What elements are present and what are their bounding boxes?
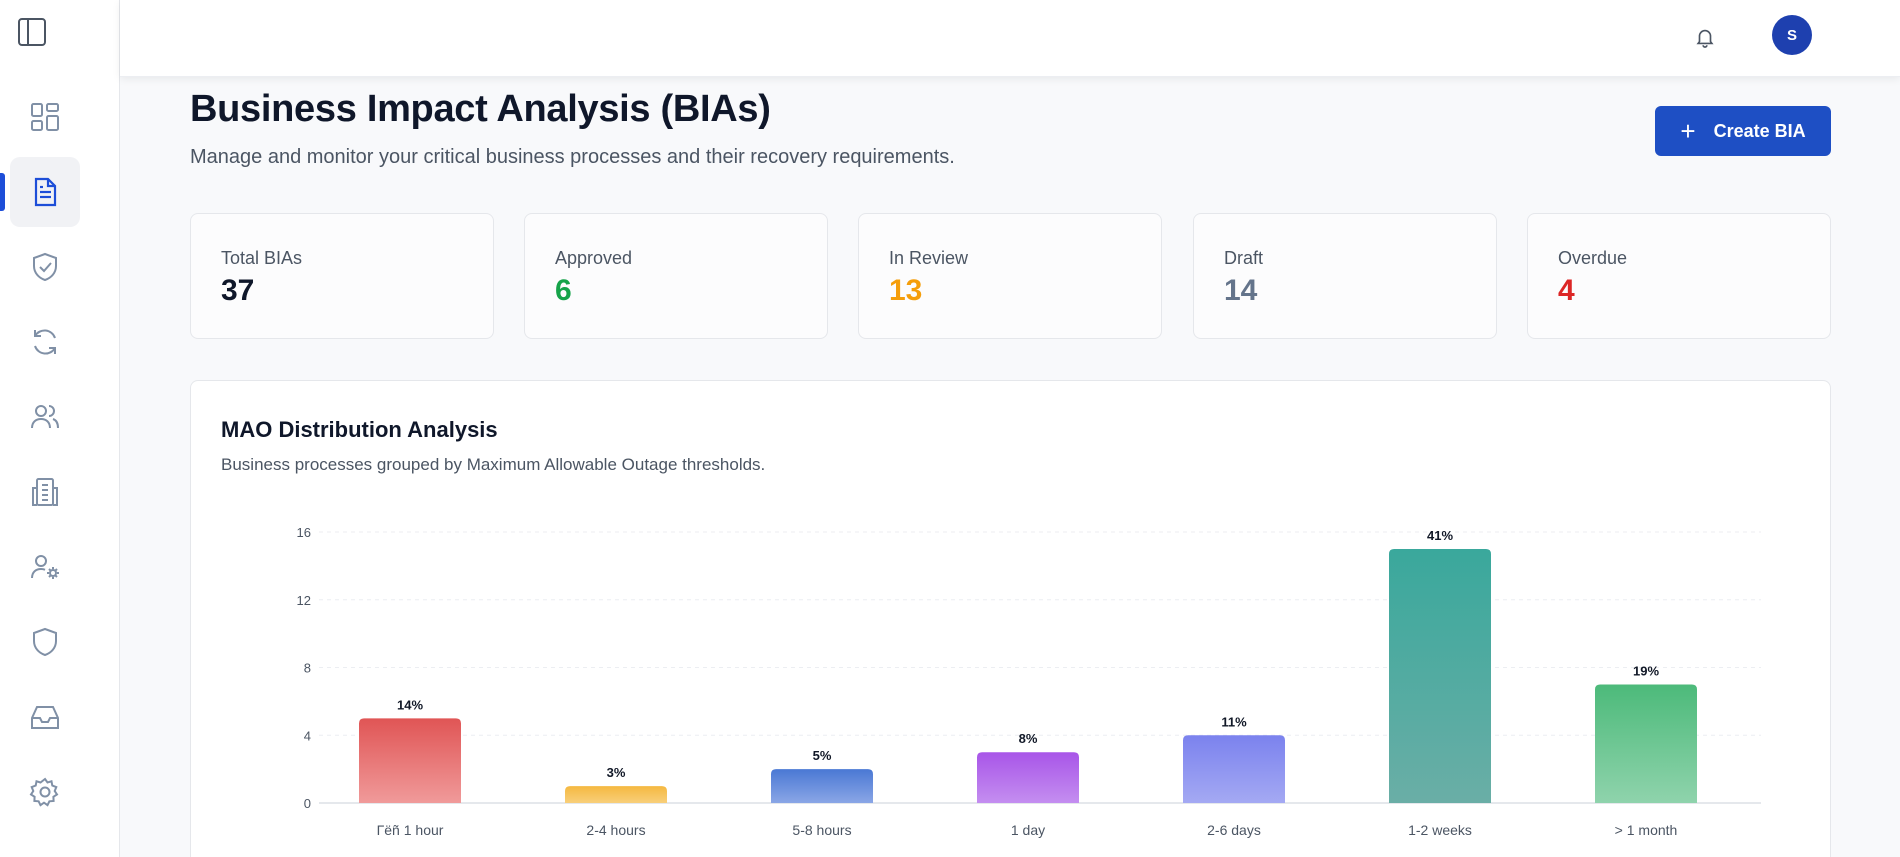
sidebar — [0, 0, 120, 857]
building-icon — [32, 478, 58, 506]
refresh-icon — [34, 329, 56, 355]
y-tick-label: 8 — [304, 661, 311, 676]
create-bia-label: Create BIA — [1713, 120, 1806, 141]
bar-data-label: 8% — [1019, 731, 1038, 746]
shield-check-icon — [33, 252, 57, 282]
stat-value: 13 — [889, 274, 923, 307]
active-nav-indicator — [0, 173, 5, 211]
stat-label: Overdue — [1558, 248, 1628, 268]
x-tick-label: 1-2 weeks — [1408, 822, 1472, 838]
mao-chart-card: MAO Distribution Analysis Business proce… — [190, 380, 1831, 857]
bar-data-label: 3% — [607, 765, 626, 780]
nav-users[interactable] — [10, 382, 80, 452]
stat-card-total: Total BIAs 37 — [190, 213, 494, 339]
page-title: Business Impact Analysis (BIAs) — [190, 88, 771, 130]
nav-recovery[interactable] — [10, 307, 80, 377]
x-tick-label: 2-4 hours — [586, 822, 645, 838]
y-tick-label: 12 — [297, 593, 311, 608]
nav-compliance[interactable] — [10, 232, 80, 302]
stat-card-overdue: Overdue 4 — [1527, 213, 1831, 339]
bar[interactable] — [565, 786, 667, 803]
stat-value: 37 — [221, 274, 255, 307]
stat-card-in-review: In Review 13 — [858, 213, 1162, 339]
nav-security[interactable] — [10, 607, 80, 677]
bar[interactable] — [1183, 735, 1285, 803]
users-icon — [31, 405, 59, 429]
mao-bar-chart: 0 4 8 12 16 14% Γëñ 1 hour 3% 2-4 hours 5% 5-8 hou… — [297, 525, 1761, 838]
x-tick-label: > 1 month — [1615, 822, 1678, 838]
stat-label: Draft — [1224, 248, 1264, 268]
x-tick-label: 1 day — [1011, 822, 1045, 838]
x-tick-label: 5-8 hours — [792, 822, 851, 838]
chart-subtitle: Business processes grouped by Maximum Al… — [221, 455, 766, 474]
stat-value: 14 — [1224, 274, 1258, 307]
stat-value: 4 — [1558, 274, 1575, 307]
bar[interactable] — [359, 718, 461, 803]
sidebar-toggle-icon[interactable] — [16, 16, 48, 48]
page-subtitle: Manage and monitor your critical busines… — [190, 146, 955, 168]
top-header: S — [120, 0, 1900, 77]
document-icon — [34, 177, 57, 207]
bar-data-label: 19% — [1633, 663, 1659, 678]
bar[interactable] — [977, 752, 1079, 803]
bell-icon — [1696, 29, 1714, 48]
gear-icon — [29, 777, 59, 807]
y-tick-label: 4 — [304, 728, 311, 743]
stat-card-draft: Draft 14 — [1193, 213, 1497, 339]
stat-label: Approved — [555, 248, 633, 268]
stat-label: Total BIAs — [221, 248, 303, 268]
stat-label: In Review — [889, 248, 969, 268]
bar-data-label: 11% — [1221, 714, 1247, 729]
chart-title: MAO Distribution Analysis — [221, 417, 498, 442]
y-tick-label: 0 — [304, 796, 311, 811]
dashboard-icon — [31, 103, 59, 131]
nav-bias[interactable] — [10, 157, 80, 227]
user-settings-icon — [31, 555, 59, 579]
bar-data-label: 14% — [397, 697, 423, 712]
stat-card-approved: Approved 6 — [524, 213, 828, 339]
avatar[interactable]: S — [1772, 15, 1812, 55]
plus-icon: + — [1680, 116, 1696, 146]
nav-settings[interactable] — [10, 757, 80, 827]
inbox-icon — [31, 706, 59, 729]
bar[interactable] — [1389, 548, 1491, 803]
shield-icon — [33, 627, 57, 657]
nav-inbox[interactable] — [10, 682, 80, 752]
nav-user-settings[interactable] — [10, 532, 80, 602]
bar[interactable] — [771, 769, 873, 803]
nav-dashboard[interactable] — [10, 82, 80, 152]
x-tick-label: 2-6 days — [1207, 822, 1261, 838]
bar[interactable] — [1595, 684, 1697, 803]
bar-data-label: 41% — [1427, 528, 1453, 543]
bar-data-label: 5% — [813, 748, 832, 763]
notifications-button[interactable] — [1690, 22, 1720, 52]
stat-value: 6 — [555, 274, 572, 307]
y-tick-label: 16 — [297, 525, 311, 540]
create-bia-button[interactable]: + Create BIA — [1655, 106, 1831, 156]
x-tick-label: Γëñ 1 hour — [377, 822, 444, 838]
nav-organization[interactable] — [10, 457, 80, 527]
